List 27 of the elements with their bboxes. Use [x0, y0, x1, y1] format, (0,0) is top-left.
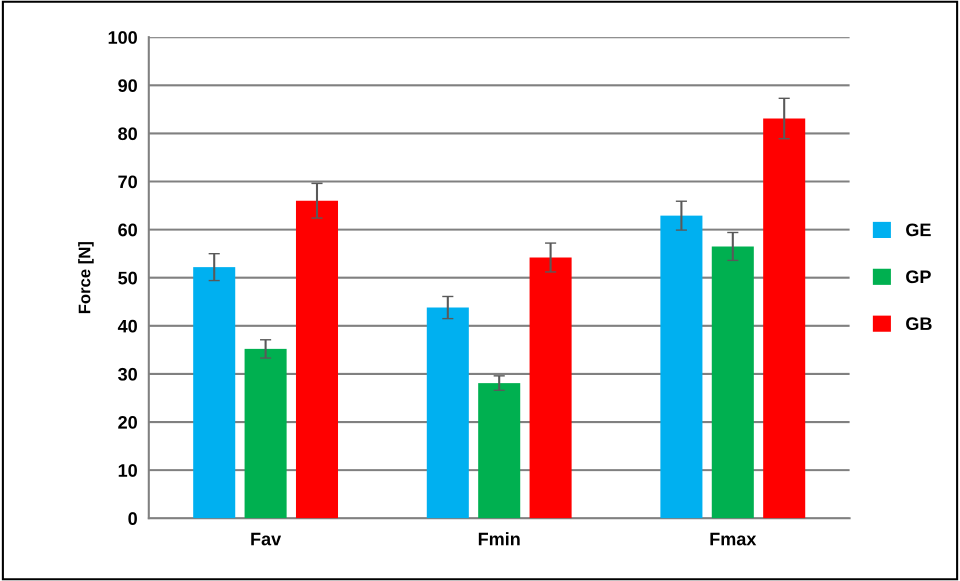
y-tick-label: 60	[118, 224, 137, 236]
y-tick-label: 40	[118, 320, 137, 333]
y-axis-title: Force [N]	[78, 242, 94, 314]
bar	[712, 246, 754, 518]
y-tick-label: 30	[118, 368, 137, 381]
y-tick-label: 100	[108, 31, 137, 44]
x-tick-label: Fmax	[710, 532, 756, 546]
bar	[426, 308, 469, 518]
legend-label: GB	[906, 317, 932, 330]
y-tick-label: 90	[118, 79, 137, 92]
y-tick-label: 70	[118, 175, 137, 188]
y-tick-label: 50	[118, 272, 137, 284]
legend-label: GP	[906, 270, 931, 284]
legend-label: GE	[906, 223, 931, 236]
x-tick-label: Fmin	[478, 532, 520, 546]
bar	[660, 216, 702, 518]
y-tick-label: 0	[128, 512, 137, 525]
y-tick-label: 10	[118, 464, 137, 477]
bar	[763, 118, 806, 518]
x-tick-label: Fav	[251, 532, 282, 546]
bar	[244, 348, 287, 518]
y-tick-label: 20	[118, 416, 137, 429]
bar	[530, 258, 572, 518]
y-tick-label: 80	[118, 127, 137, 140]
bar	[296, 200, 338, 518]
bar	[478, 383, 520, 518]
bar	[193, 267, 236, 518]
